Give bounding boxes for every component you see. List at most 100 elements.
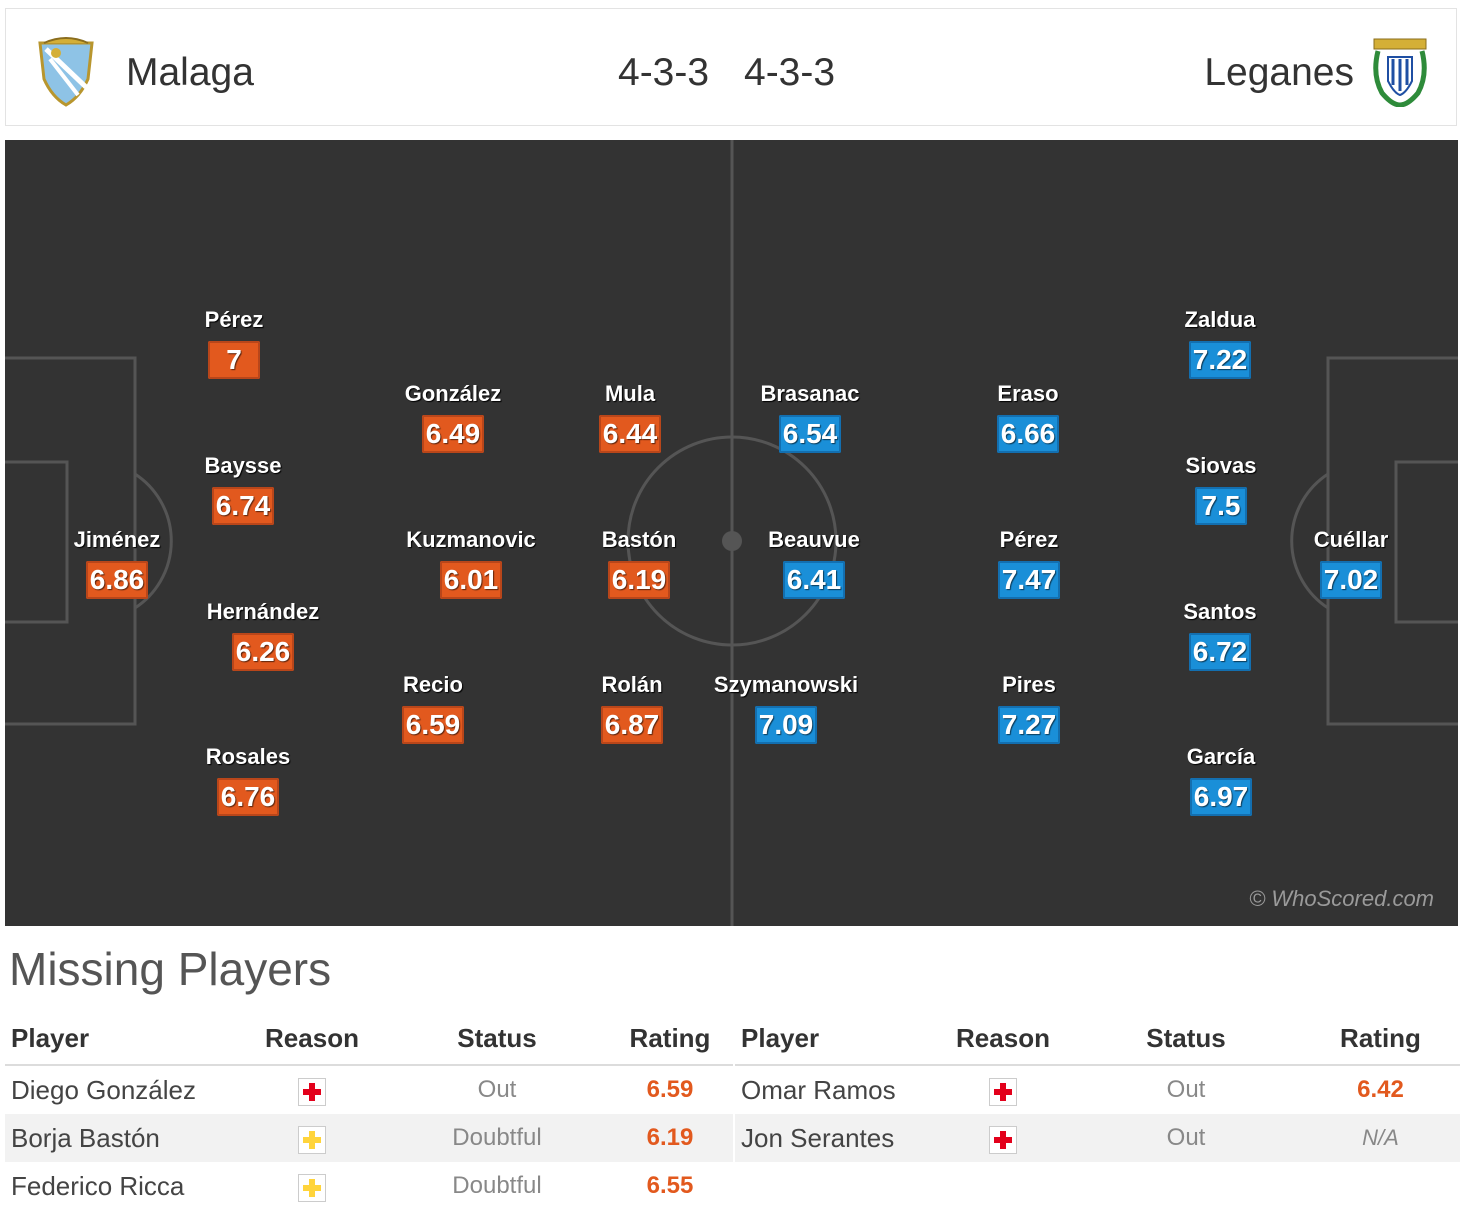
center-spot <box>722 531 742 551</box>
missing-players-title: Missing Players <box>9 943 332 995</box>
status-cell: Out <box>1166 1076 1206 1103</box>
column-header-player[interactable]: Player <box>735 1012 935 1066</box>
left-penalty-arc <box>134 472 173 610</box>
reason-cell <box>237 1114 387 1162</box>
leganes-crest-icon[interactable] <box>1368 35 1432 107</box>
away-player[interactable]: Brasanac 6.54 <box>715 381 905 471</box>
home-team-name[interactable]: Malaga <box>126 51 254 94</box>
table-header-row: Player Reason Status Rating <box>5 1012 733 1066</box>
reason-cell <box>237 1065 387 1114</box>
player-rating-badge: 7.02 <box>1319 561 1383 599</box>
column-header-rating[interactable]: Rating <box>1301 1012 1460 1066</box>
pitch-markings <box>5 140 1458 926</box>
injury-icon[interactable] <box>298 1077 326 1106</box>
watermark: © WhoScored.com <box>1249 886 1434 911</box>
player-name-link[interactable]: Jon Serantes <box>735 1114 935 1162</box>
player-name-link[interactable]: Federico Ricca <box>11 1170 185 1201</box>
home-player[interactable]: Rolán 6.87 <box>537 672 727 762</box>
reason-cell <box>935 1065 1071 1114</box>
table-row: Federico Ricca Doubtful 6.55 <box>5 1162 733 1210</box>
rating-cell: N/A <box>1301 1114 1460 1162</box>
column-header-reason[interactable]: Reason <box>237 1012 387 1066</box>
away-player[interactable]: Pérez 7.47 <box>934 527 1124 617</box>
home-formation: 4-3-3 <box>618 51 710 94</box>
player-rating-badge: 6.01 <box>439 561 503 599</box>
away-player[interactable]: Siovas 7.5 <box>1126 453 1316 543</box>
column-header-rating[interactable]: Rating <box>607 1012 733 1066</box>
player-rating-badge: 6.59 <box>401 706 465 744</box>
home-player[interactable]: Baysse 6.74 <box>148 453 338 543</box>
player-name: Rosales <box>205 744 291 769</box>
player-rating-badge: 7.47 <box>997 561 1061 599</box>
away-player[interactable]: Szymanowski 7.09 <box>691 672 881 762</box>
player-name: Hernández <box>206 599 320 624</box>
player-name-link[interactable]: Borja Bastón <box>5 1114 237 1162</box>
doubtful-icon[interactable] <box>298 1173 326 1202</box>
home-player[interactable]: Recio 6.59 <box>338 672 528 762</box>
away-formation: 4-3-3 <box>744 51 836 94</box>
player-name: Mula <box>604 381 656 406</box>
away-player[interactable]: Zaldua 7.22 <box>1125 307 1315 397</box>
rating-cell: 6.42 <box>1357 1076 1404 1103</box>
player-rating-badge: 6.97 <box>1189 778 1253 816</box>
away-missing-table: Player Reason Status Rating Omar Ramos O… <box>735 1012 1460 1162</box>
home-player[interactable]: González 6.49 <box>358 381 548 471</box>
right-penalty-arc <box>1290 472 1329 610</box>
reason-cell <box>237 1162 387 1210</box>
player-name-link[interactable]: Omar Ramos <box>741 1074 896 1105</box>
column-header-status[interactable]: Status <box>1071 1012 1301 1066</box>
player-rating-badge: 7 <box>208 341 260 379</box>
away-player[interactable]: Beauvue 6.41 <box>719 527 909 617</box>
away-team-name[interactable]: Leganes <box>1204 51 1354 94</box>
away-player[interactable]: Cuéllar 7.02 <box>1256 527 1446 617</box>
injury-icon[interactable] <box>989 1125 1017 1154</box>
away-player[interactable]: García 6.97 <box>1126 744 1316 834</box>
player-name: Jiménez <box>73 527 161 552</box>
player-name: Szymanowski <box>713 672 859 697</box>
away-player[interactable]: Pires 7.27 <box>934 672 1124 762</box>
player-name: Beauvue <box>768 527 860 552</box>
home-player[interactable]: Rosales 6.76 <box>153 744 343 834</box>
player-name: Rolán <box>601 672 663 697</box>
player-rating-badge: 6.86 <box>85 561 149 599</box>
player-rating-badge: 6.72 <box>1188 633 1252 671</box>
center-circle <box>626 435 838 647</box>
player-name: Bastón <box>601 527 677 552</box>
player-rating-badge: 6.66 <box>996 415 1060 453</box>
table-header-row: Player Reason Status Rating <box>735 1012 1460 1066</box>
home-player[interactable]: Mula 6.44 <box>535 381 725 471</box>
column-header-player[interactable]: Player <box>5 1012 237 1066</box>
pitch: Jiménez 6.86 Pérez 7 Baysse 6.74 Hernánd… <box>5 140 1458 926</box>
right-goal-area <box>1394 460 1458 624</box>
malaga-crest-icon[interactable] <box>34 35 98 107</box>
player-name: Eraso <box>997 381 1059 406</box>
reason-cell <box>935 1114 1071 1162</box>
away-player[interactable]: Eraso 6.66 <box>933 381 1123 471</box>
player-rating-badge: 6.19 <box>607 561 671 599</box>
home-player[interactable]: Jiménez 6.86 <box>22 527 212 617</box>
player-name: Cuéllar <box>1313 527 1389 552</box>
column-header-reason[interactable]: Reason <box>935 1012 1071 1066</box>
player-rating-badge: 7.09 <box>754 706 818 744</box>
player-rating-badge: 6.87 <box>600 706 664 744</box>
home-player[interactable]: Kuzmanovic 6.01 <box>376 527 566 617</box>
column-header-status[interactable]: Status <box>387 1012 607 1066</box>
status-cell: Doubtful <box>387 1114 607 1162</box>
status-cell: Out <box>477 1076 517 1103</box>
player-name: Recio <box>403 672 463 697</box>
player-rating-badge: 6.74 <box>211 487 275 525</box>
player-name-link[interactable]: Diego González <box>11 1074 196 1105</box>
player-rating-badge: 6.41 <box>782 561 846 599</box>
player-rating-badge: 7.5 <box>1195 487 1247 525</box>
home-player[interactable]: Hernández 6.26 <box>168 599 358 689</box>
doubtful-icon[interactable] <box>298 1125 326 1154</box>
home-player[interactable]: Bastón 6.19 <box>544 527 734 617</box>
player-name: Santos <box>1183 599 1257 624</box>
player-rating-badge: 6.76 <box>216 778 280 816</box>
player-name: Brasanac <box>760 381 860 406</box>
rating-cell: 6.55 <box>646 1172 694 1199</box>
player-rating-badge: 7.22 <box>1188 341 1252 379</box>
home-player[interactable]: Pérez 7 <box>139 307 329 397</box>
away-player[interactable]: Santos 6.72 <box>1125 599 1315 689</box>
injury-icon[interactable] <box>989 1077 1017 1106</box>
